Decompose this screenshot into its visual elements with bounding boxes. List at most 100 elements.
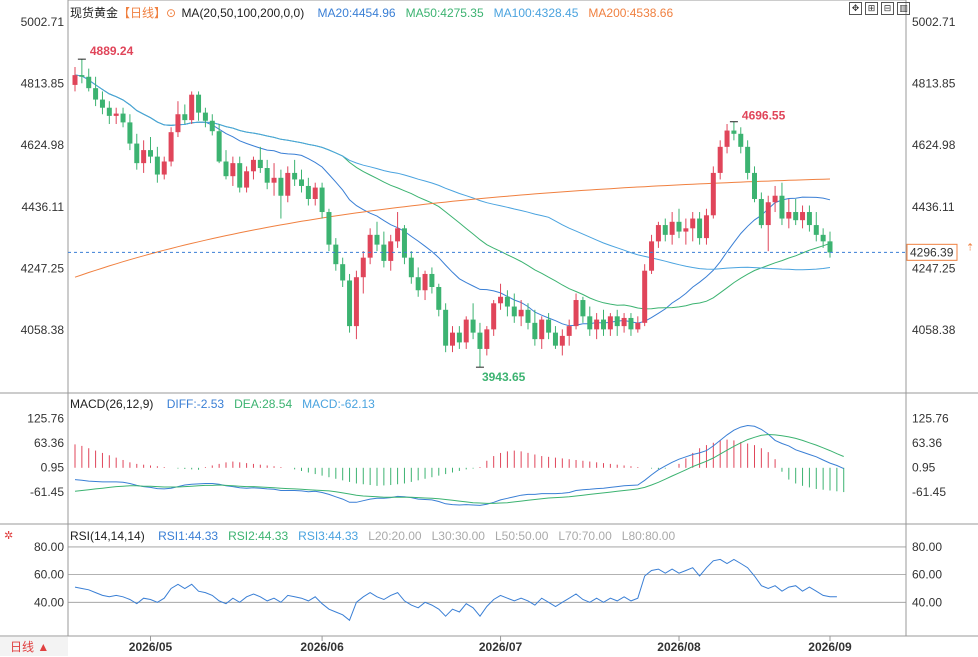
- candle-body: [223, 161, 229, 177]
- high-annotation: 4889.24: [90, 44, 134, 58]
- date-label: 2026/06: [300, 640, 344, 654]
- rsi-settings-icon[interactable]: ✲: [4, 530, 14, 542]
- candle-body: [820, 234, 826, 242]
- price-header: 现货黄金【日线】⊙ MA(20,50,100,200,0,0) MA20:445…: [70, 4, 673, 21]
- candle-body: [470, 319, 476, 333]
- candle-body: [250, 159, 256, 172]
- candle-body: [271, 177, 277, 183]
- candle-body: [86, 76, 92, 89]
- price-tick-right: 4624.98: [912, 138, 956, 152]
- candle-body: [154, 156, 160, 175]
- candle-body: [800, 212, 806, 221]
- candle-body: [113, 113, 119, 116]
- candle-body: [649, 241, 655, 271]
- chart-toolbar: ✥ ⊞ ⊟ ▥: [849, 2, 910, 15]
- rsi-value-2: RSI3:44.33: [298, 529, 359, 543]
- ma20-line: [74, 74, 831, 327]
- candle-body: [244, 171, 250, 188]
- macd-values: DIFF:-2.53 DEA:28.54 MACD:-62.13: [157, 397, 375, 411]
- candle-body: [594, 319, 600, 330]
- candle-body: [292, 172, 298, 180]
- candle-body: [621, 317, 627, 327]
- macd-value-0: DIFF:-2.53: [166, 397, 225, 411]
- candle-body: [202, 112, 208, 121]
- ma50-line: [74, 74, 831, 310]
- candle-body: [676, 221, 682, 232]
- candle-body: [141, 150, 147, 164]
- rsi-value-5: L50:50.00: [494, 529, 549, 543]
- price-tick-right: 4247.25: [912, 261, 956, 275]
- candle-body: [827, 241, 833, 253]
- macd-tick-left: -61.45: [30, 485, 64, 499]
- candle-body: [683, 228, 689, 232]
- candle-body: [353, 277, 359, 327]
- period-tab[interactable]: 日线 ▲: [0, 636, 68, 656]
- candle-body: [401, 228, 407, 258]
- price-tick-left: 4624.98: [21, 138, 65, 152]
- candle-body: [72, 75, 78, 85]
- ma-value-0: MA20:4454.96: [317, 6, 396, 20]
- rsi-tick-left: 60.00: [34, 568, 64, 582]
- candle-body: [106, 107, 112, 116]
- rsi-tick-left: 80.00: [34, 540, 64, 554]
- candle-body: [765, 202, 771, 226]
- candle-body: [539, 319, 545, 340]
- rsi-title: RSI(14,14,14): [70, 529, 145, 543]
- candle-body: [127, 122, 133, 144]
- candle-body: [724, 130, 730, 147]
- candle-body: [429, 273, 435, 287]
- price-tick-right: 4436.11: [912, 200, 955, 214]
- macd-value-1: DEA:28.54: [234, 397, 293, 411]
- rsi-tick-right: 60.00: [912, 568, 942, 582]
- candle-body: [559, 335, 565, 346]
- candle-body: [504, 296, 510, 307]
- candle-body: [607, 316, 613, 330]
- candle-body: [786, 212, 792, 219]
- candle-body: [415, 277, 421, 291]
- date-label: 2026/09: [808, 640, 852, 654]
- candle-body: [367, 234, 373, 258]
- macd-panel: [74, 424, 845, 506]
- ma-values: MA20:4454.96 MA50:4275.35 MA100:4328.45 MA2…: [308, 6, 674, 20]
- candle-body: [745, 146, 751, 173]
- price-tick-left: 4436.11: [22, 200, 65, 214]
- candle-body: [552, 332, 558, 346]
- candle-body: [189, 94, 195, 121]
- zoom-in-icon[interactable]: ⊞: [865, 2, 878, 15]
- candle-body: [587, 316, 593, 330]
- candle-body: [79, 75, 85, 77]
- candle-body: [175, 114, 181, 133]
- macd-value-2: MACD:-62.13: [302, 397, 375, 411]
- candle-body: [422, 273, 428, 291]
- macd-dea-line: [74, 433, 844, 504]
- zoom-out-icon[interactable]: ⊟: [881, 2, 894, 15]
- macd-tick-left: 63.36: [34, 436, 64, 450]
- rsi-value-6: L70:70.00: [558, 529, 612, 543]
- candle-body: [642, 270, 648, 323]
- expand-icon[interactable]: ✥: [849, 2, 862, 15]
- rsi-header: RSI(14,14,14) RSI1:44.33 RSI2:44.33 RSI3:4…: [70, 529, 675, 543]
- price-arrow-icon: ⇡: [966, 242, 974, 253]
- candle-body: [299, 179, 304, 186]
- rsi-tick-left: 40.00: [34, 595, 64, 609]
- macd-tick-right: 125.76: [912, 412, 949, 426]
- candle-body: [738, 133, 744, 147]
- settings-icon[interactable]: ▥: [897, 2, 910, 15]
- candle-body: [614, 316, 620, 327]
- current-price-label: 4296.39: [910, 245, 954, 259]
- price-panel: [68, 58, 958, 368]
- candle-body: [566, 326, 572, 336]
- period-label[interactable]: 【日线】: [118, 6, 167, 20]
- candle-body: [690, 218, 696, 229]
- price-tick-right: 5002.71: [912, 15, 956, 29]
- candle-body: [340, 264, 346, 281]
- local-high-annotation: 4696.55: [742, 109, 786, 123]
- ma200-line: [74, 178, 831, 278]
- candle-body: [703, 215, 709, 239]
- macd-tick-left: 125.76: [27, 412, 64, 426]
- ma-value-3: MA200:4538.66: [588, 6, 674, 20]
- refresh-icon[interactable]: ⊙: [166, 6, 177, 20]
- macd-title: MACD(26,12,9): [70, 397, 154, 411]
- rsi-tick-right: 40.00: [912, 595, 942, 609]
